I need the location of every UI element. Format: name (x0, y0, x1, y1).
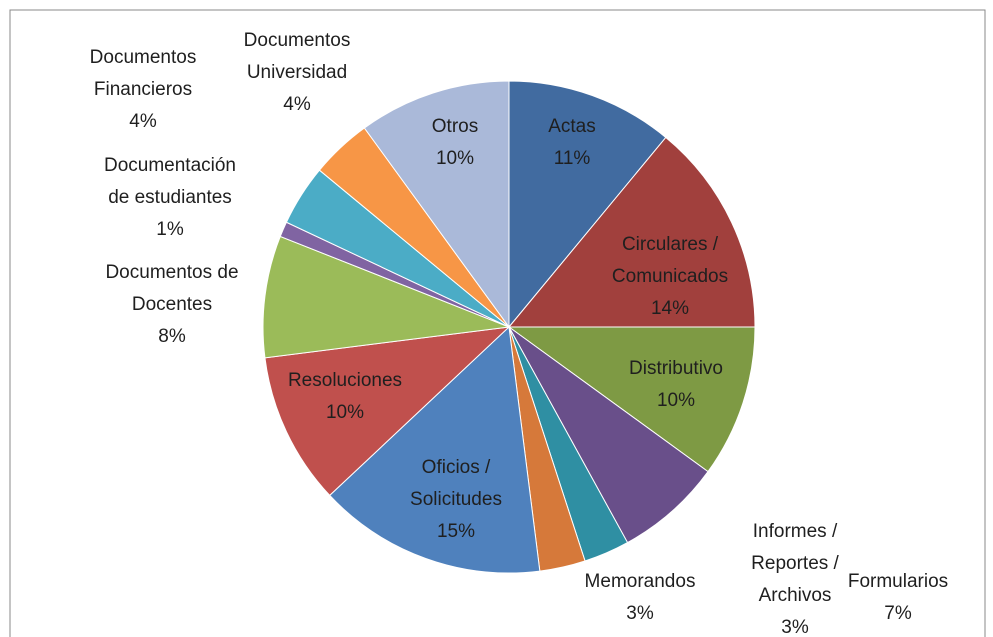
value-label: 4% (283, 94, 311, 115)
value-label: 14% (650, 298, 690, 319)
pie-slice (264, 326, 511, 497)
category-label: Actas (548, 116, 596, 137)
value-label: 10% (435, 148, 475, 169)
pie-slice (328, 325, 541, 574)
category-label: Formularios (847, 571, 949, 592)
slice-label: Memorandos 3% (585, 566, 696, 630)
slice-label: Otros 10% (432, 111, 478, 175)
slice-label: Distributivo 10% (629, 353, 723, 417)
pie-slice (507, 326, 756, 473)
value-label: 10% (325, 402, 365, 423)
pie-slice (363, 80, 510, 329)
value-label: 10% (656, 390, 696, 411)
value-label: 4% (129, 111, 157, 132)
slice-label: Actas 11% (548, 111, 596, 175)
pie-slice (507, 136, 756, 328)
slice-label: Resoluciones 10% (288, 365, 402, 429)
chart-border (9, 9, 986, 637)
value-label: 3% (626, 603, 654, 624)
category-label: Documentación de estudiantes (103, 155, 237, 208)
slice-label: Documentos Universidad 4% (244, 25, 351, 121)
category-label: Documentos de Docentes (105, 262, 239, 315)
slice-label: Documentos de Docentes 8% (105, 257, 238, 353)
value-label: 7% (884, 603, 912, 624)
value-label: 11% (553, 148, 591, 169)
slice-label: Oficios / Solicitudes 15% (410, 452, 502, 548)
pie-slice (508, 80, 667, 329)
slice-label: Informes / Reportes / Archivos 3% (751, 516, 839, 637)
value-label: 3% (781, 617, 809, 637)
category-label: Documentos Financieros (89, 47, 197, 100)
pie-slice (508, 326, 709, 544)
category-label: Circulares / Comunicados (611, 234, 729, 287)
slice-label: Formularios 7% (848, 566, 948, 630)
slice-label: Circulares / Comunicados 14% (612, 229, 728, 325)
category-label: Otros (431, 116, 479, 137)
category-label: Informes / Reportes / Archivos (751, 521, 839, 606)
value-label: 15% (436, 521, 476, 542)
pie-slice (262, 235, 510, 359)
value-label: 1% (156, 219, 184, 240)
slice-label: Documentos Financieros 4% (90, 42, 197, 138)
category-label: Resoluciones (287, 370, 403, 391)
category-label: Oficios / Solicitudes (410, 457, 502, 510)
category-label: Documentos Universidad (243, 30, 351, 83)
category-label: Distributivo (629, 358, 723, 379)
value-label: 8% (158, 326, 186, 347)
slice-label: Documentación de estudiantes 1% (104, 150, 236, 246)
category-label: Memorandos (584, 571, 696, 592)
